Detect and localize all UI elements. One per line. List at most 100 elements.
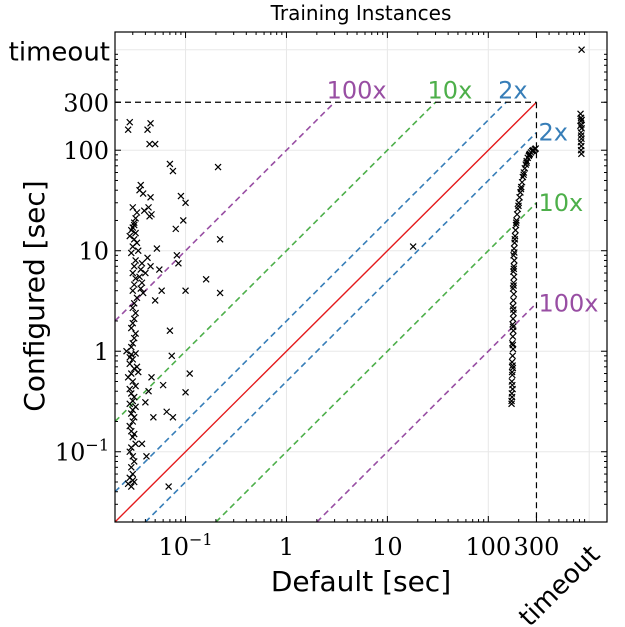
data-point	[129, 269, 137, 277]
data-point	[129, 355, 137, 363]
data-point	[510, 290, 518, 298]
data-point	[129, 433, 137, 441]
data-point	[182, 287, 189, 295]
data-point	[509, 297, 517, 304]
ratio-line-upper-100x	[114, 101, 336, 322]
data-point	[127, 249, 135, 257]
data-point	[127, 226, 135, 234]
data-point	[513, 210, 521, 218]
data-point	[129, 378, 137, 385]
data-point	[172, 225, 180, 233]
data-point	[124, 480, 132, 488]
data-point	[168, 352, 176, 360]
data-point	[139, 289, 147, 297]
data-point	[508, 368, 516, 376]
y-tick-label: 100	[63, 137, 109, 165]
data-point	[509, 341, 517, 349]
data-point	[147, 262, 154, 270]
data-point	[138, 440, 146, 448]
data-point	[130, 299, 138, 307]
data-point	[132, 257, 140, 264]
data-point	[182, 199, 189, 207]
data-point	[129, 319, 137, 327]
data-point	[130, 393, 138, 401]
data-point	[166, 160, 174, 168]
x-tick-label: 10−1	[158, 530, 212, 561]
data-point	[130, 262, 138, 270]
data-point	[127, 410, 135, 417]
data-point	[577, 150, 585, 158]
data-point	[147, 193, 154, 201]
data-point	[126, 422, 134, 430]
data-point	[186, 370, 194, 377]
data-point	[132, 275, 140, 282]
y-timeout-label: timeout	[9, 38, 110, 68]
data-point	[133, 363, 141, 371]
y-axis-label: Configured [sec]	[18, 180, 51, 411]
data-point	[520, 171, 528, 179]
data-point	[509, 306, 517, 313]
data-point	[138, 279, 146, 287]
ratio-label-lower-10x: 10x	[538, 189, 583, 217]
data-point	[165, 483, 173, 491]
data-point	[508, 390, 516, 397]
data-point	[133, 209, 141, 216]
data-point	[146, 212, 153, 220]
x-tick-label: 100	[465, 533, 511, 561]
data-point	[132, 350, 140, 357]
data-point	[127, 343, 135, 351]
data-point	[509, 333, 517, 340]
data-point	[144, 126, 151, 134]
data-point	[509, 352, 517, 360]
data-point	[532, 145, 540, 152]
data-point	[166, 327, 174, 335]
data-point	[179, 217, 187, 224]
data-point	[124, 126, 132, 134]
data-point	[141, 398, 149, 406]
data-point	[158, 287, 166, 295]
ratio-label-upper-100x: 100x	[327, 76, 387, 104]
data-point	[508, 381, 516, 389]
data-point	[510, 262, 518, 270]
data-point	[146, 140, 153, 148]
data-point	[140, 207, 148, 215]
data-point	[151, 297, 159, 304]
data-point	[174, 259, 182, 267]
data-point	[173, 251, 181, 259]
data-point	[143, 452, 150, 460]
data-point	[508, 339, 516, 347]
data-point	[132, 229, 140, 237]
data-point	[169, 167, 177, 175]
data-point	[129, 418, 137, 425]
ratio-line-upper-10x	[114, 101, 437, 423]
x-axis-label: Default [sec]	[271, 565, 451, 598]
data-point	[139, 190, 147, 198]
data-point	[129, 304, 137, 312]
data-point	[159, 381, 167, 389]
x-tick-label: 300	[514, 533, 560, 561]
data-point	[576, 122, 584, 130]
diagonal-line	[114, 101, 537, 523]
data-point	[126, 385, 134, 393]
data-point	[137, 181, 145, 189]
data-point	[578, 116, 586, 124]
y-tick-label: 10−1	[55, 436, 109, 467]
data-point	[510, 249, 518, 256]
data-point	[133, 239, 141, 247]
data-point	[127, 444, 135, 452]
ratio-label-upper-2x: 2x	[498, 76, 527, 104]
data-point	[130, 219, 138, 227]
data-point	[409, 243, 417, 250]
data-point	[129, 203, 137, 211]
data-point	[132, 382, 140, 390]
data-point	[578, 46, 586, 54]
data-point	[134, 247, 142, 255]
x-tick-label: 1	[279, 533, 294, 561]
data-point	[515, 202, 522, 210]
data-point	[147, 119, 154, 127]
data-point	[153, 245, 161, 253]
data-point	[130, 458, 138, 465]
data-point	[137, 266, 145, 273]
data-point	[510, 279, 518, 287]
data-point	[129, 287, 137, 295]
